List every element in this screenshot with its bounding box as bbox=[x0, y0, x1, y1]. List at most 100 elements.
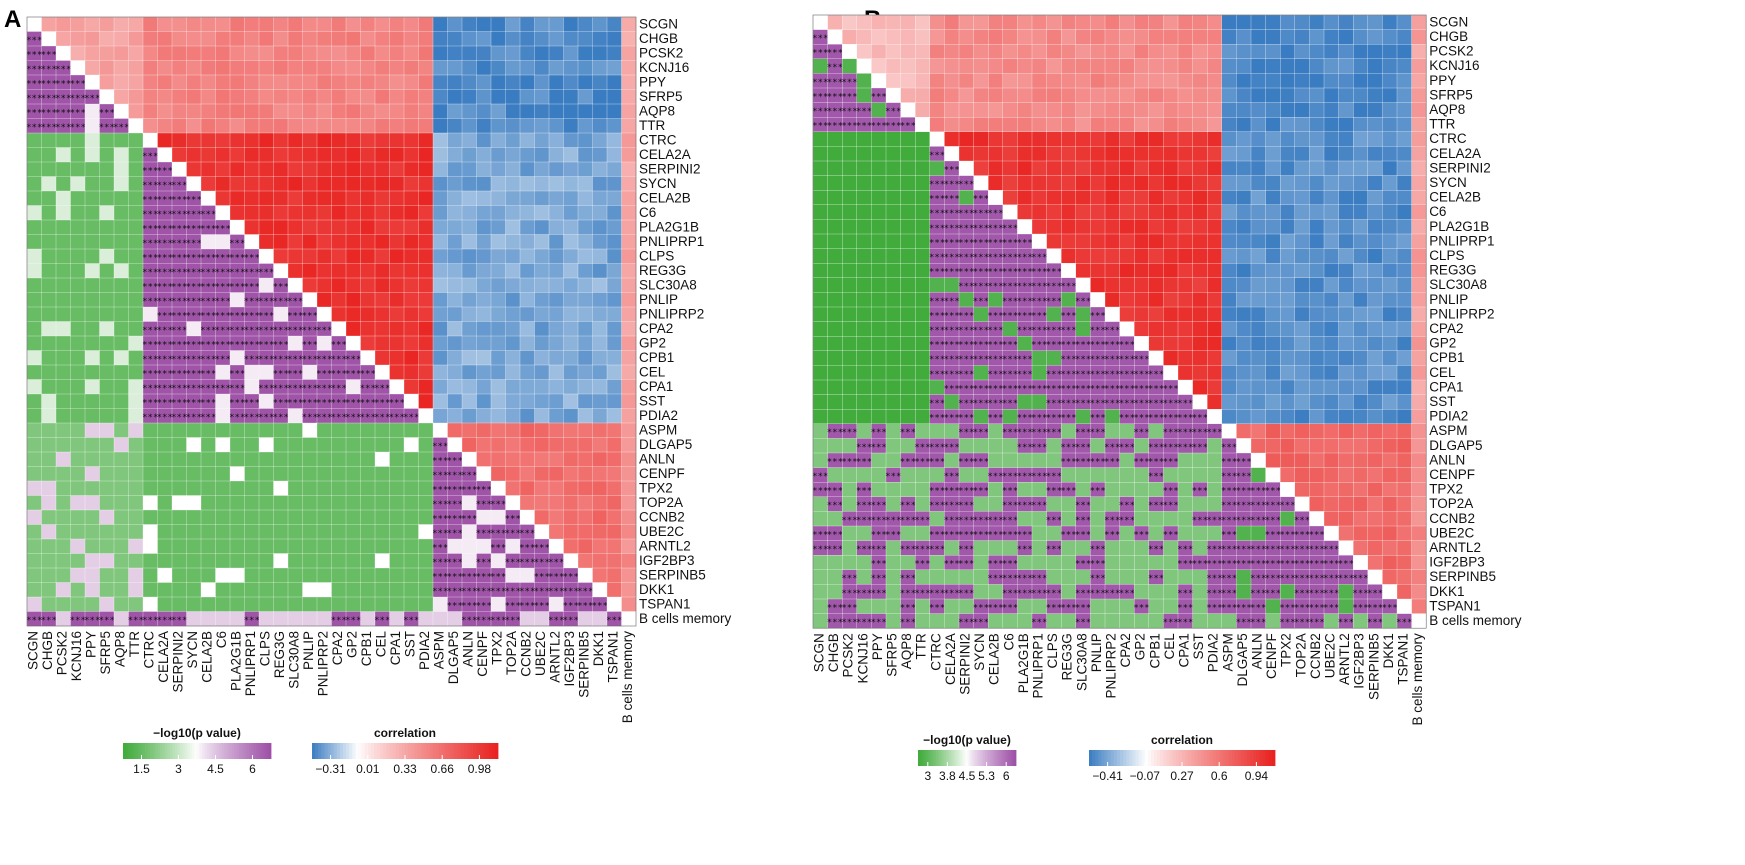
heatmap-cell bbox=[84, 277, 100, 293]
heatmap-cell bbox=[200, 422, 216, 438]
heatmap-cell bbox=[432, 611, 448, 627]
heatmap-cell bbox=[1353, 379, 1369, 396]
heatmap-cell bbox=[26, 393, 42, 409]
heatmap-cell bbox=[345, 219, 361, 235]
heatmap-cell bbox=[229, 74, 245, 90]
heatmap-cell bbox=[1250, 525, 1267, 542]
heatmap-cell bbox=[273, 509, 289, 525]
heatmap-cell bbox=[113, 205, 129, 221]
heatmap-cell bbox=[490, 292, 506, 308]
significance-mark: *** bbox=[331, 398, 347, 408]
heatmap-cell bbox=[316, 538, 332, 554]
heatmap-cell bbox=[113, 509, 129, 525]
heatmap-cell bbox=[1338, 233, 1354, 250]
heatmap-cell bbox=[1396, 175, 1413, 191]
heatmap-cell bbox=[563, 60, 579, 76]
heatmap-cell bbox=[1382, 379, 1398, 396]
heatmap-cell bbox=[592, 567, 608, 583]
heatmap-cell bbox=[1002, 409, 1018, 425]
heatmap-cell bbox=[461, 538, 477, 554]
column-label: CELA2B bbox=[987, 633, 1002, 685]
heatmap-cell bbox=[1192, 452, 1208, 469]
heatmap-cell bbox=[186, 74, 202, 90]
heatmap-cell bbox=[99, 335, 115, 351]
heatmap-cell bbox=[461, 393, 477, 409]
heatmap-cell bbox=[548, 161, 564, 177]
heatmap-cell bbox=[476, 103, 492, 119]
heatmap-cell bbox=[128, 147, 144, 163]
heatmap-cell bbox=[1134, 73, 1150, 89]
heatmap-cell bbox=[55, 16, 71, 32]
heatmap-cell bbox=[900, 555, 916, 571]
heatmap-cell bbox=[1075, 190, 1091, 206]
heatmap-cell bbox=[418, 408, 434, 424]
significance-mark: *** bbox=[186, 297, 202, 307]
heatmap-cell bbox=[1177, 160, 1194, 177]
significance-mark: *** bbox=[1367, 618, 1383, 628]
heatmap-cell bbox=[490, 466, 506, 482]
heatmap-cell bbox=[519, 495, 535, 511]
heatmap-cell bbox=[244, 582, 260, 598]
heatmap-cell bbox=[885, 29, 902, 45]
correlation-legend-swatch bbox=[1194, 750, 1198, 766]
heatmap-cell bbox=[548, 451, 564, 467]
heatmap-cell bbox=[1119, 73, 1135, 89]
heatmap-cell bbox=[929, 73, 945, 89]
row-label: DKK1 bbox=[639, 582, 674, 597]
heatmap-cell bbox=[128, 190, 144, 206]
heatmap-cell bbox=[345, 451, 361, 467]
heatmap-cell bbox=[973, 540, 989, 556]
heatmap-cell bbox=[200, 509, 216, 525]
heatmap-cell bbox=[128, 524, 144, 540]
heatmap-cell bbox=[244, 524, 260, 540]
heatmap-cell bbox=[215, 190, 231, 206]
significance-mark: *** bbox=[157, 326, 173, 336]
heatmap-cell bbox=[1396, 336, 1413, 352]
pvalue-legend-swatch bbox=[224, 743, 227, 759]
heatmap-cell bbox=[302, 611, 318, 627]
pvalue-legend-swatch bbox=[135, 743, 139, 759]
significance-mark: *** bbox=[331, 369, 347, 379]
heatmap-cell bbox=[1075, 204, 1091, 220]
heatmap-cell bbox=[389, 524, 405, 540]
heatmap-cell bbox=[41, 596, 57, 612]
heatmap-cell bbox=[389, 509, 405, 525]
heatmap-cell bbox=[1221, 160, 1237, 177]
heatmap-cell bbox=[1382, 44, 1398, 60]
heatmap-cell bbox=[374, 277, 390, 293]
column-label: SERPINI2 bbox=[170, 631, 185, 693]
heatmap-cell bbox=[113, 74, 129, 90]
heatmap-cell bbox=[302, 553, 318, 569]
heatmap-cell bbox=[842, 321, 858, 337]
heatmap-cell bbox=[592, 190, 608, 206]
heatmap-cell bbox=[856, 409, 872, 425]
heatmap-cell bbox=[1294, 292, 1310, 308]
heatmap-cell bbox=[99, 263, 115, 279]
heatmap-cell bbox=[331, 321, 347, 337]
heatmap-cell bbox=[476, 451, 492, 467]
heatmap-cell bbox=[331, 495, 347, 511]
correlation-legend-swatch bbox=[1157, 750, 1161, 766]
heatmap-cell bbox=[1323, 452, 1340, 469]
heatmap-cell bbox=[563, 16, 579, 32]
heatmap-cell bbox=[1207, 438, 1223, 454]
heatmap-cell bbox=[55, 147, 71, 163]
heatmap-cell bbox=[302, 219, 318, 235]
heatmap-cell bbox=[447, 89, 463, 105]
heatmap-cell bbox=[519, 74, 535, 90]
significance-mark: *** bbox=[1133, 428, 1149, 438]
heatmap-cell bbox=[592, 74, 608, 90]
significance-mark: *** bbox=[1163, 384, 1179, 394]
heatmap-cell bbox=[490, 364, 506, 380]
correlation-legend-swatch bbox=[1250, 750, 1254, 766]
heatmap-cell bbox=[128, 219, 144, 235]
significance-mark: *** bbox=[577, 587, 593, 597]
heatmap-cell bbox=[360, 263, 376, 279]
heatmap-cell bbox=[592, 176, 608, 192]
heatmap-cell bbox=[215, 103, 231, 119]
heatmap-cell bbox=[1323, 365, 1340, 381]
heatmap-cell bbox=[856, 569, 872, 585]
heatmap-cell bbox=[403, 103, 419, 119]
heatmap-cell bbox=[258, 74, 274, 90]
heatmap-cell bbox=[900, 14, 916, 31]
